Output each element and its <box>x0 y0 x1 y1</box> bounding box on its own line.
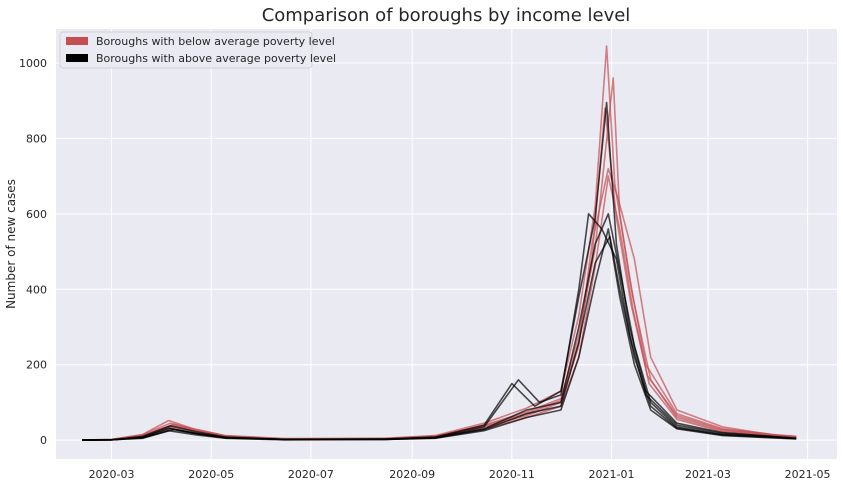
legend: Boroughs with below average poverty leve… <box>59 31 336 69</box>
x-tick-label: 2020-11 <box>489 468 535 481</box>
plot-area <box>56 29 837 459</box>
below-average-series-line <box>82 45 797 441</box>
y-tick-label: 200 <box>26 359 47 372</box>
y-tick-label: 800 <box>26 132 47 145</box>
x-tick-label: 2020-05 <box>188 468 234 481</box>
above-average-series-line <box>82 228 797 441</box>
x-tick-label: 2020-03 <box>89 468 135 481</box>
legend-label-above-average: Boroughs with above average poverty leve… <box>96 52 336 65</box>
y-tick-label: 1000 <box>19 57 47 70</box>
y-tick-label: 0 <box>40 434 47 447</box>
below-average-series-line <box>82 107 797 441</box>
above-average-series-line <box>82 101 797 441</box>
legend-label-below-average: Boroughs with below average poverty leve… <box>96 35 335 48</box>
x-tick-label: 2021-01 <box>589 468 635 481</box>
x-tick-label: 2021-03 <box>685 468 731 481</box>
above-average-series-line <box>82 235 797 441</box>
x-tick-label: 2020-09 <box>389 468 435 481</box>
below-average-series-line <box>82 167 797 441</box>
chart-title: Comparison of boroughs by income level <box>262 5 631 26</box>
legend-swatch-below-average <box>66 37 88 45</box>
y-tick-label: 600 <box>26 208 47 221</box>
series-layer <box>82 45 797 441</box>
tick-labels: 2020-03 2020-05 2020-07 2020-09 2020-11 2021-… <box>19 57 831 481</box>
below-average-series-line <box>82 175 797 441</box>
y-axis-label: Number of new cases <box>4 179 18 309</box>
x-tick-label: 2021-05 <box>785 468 831 481</box>
y-tick-label: 400 <box>26 283 47 296</box>
legend-box <box>59 31 313 69</box>
legend-swatch-above-average <box>66 54 88 62</box>
x-tick-label: 2020-07 <box>288 468 334 481</box>
